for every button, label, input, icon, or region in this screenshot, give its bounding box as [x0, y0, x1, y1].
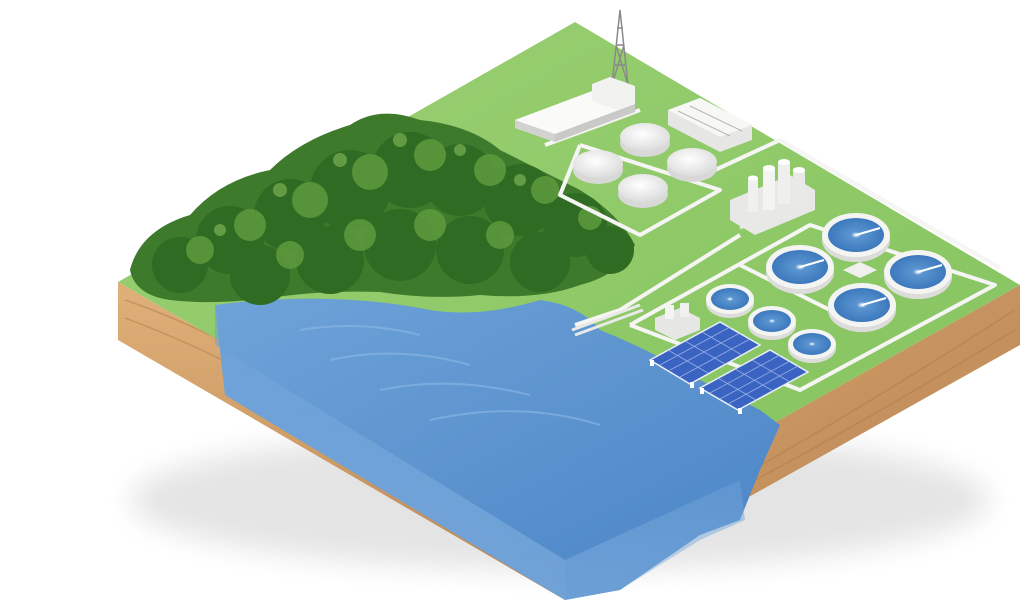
- lake: [215, 298, 780, 600]
- storage-tanks: [573, 123, 717, 208]
- control-building: [515, 77, 635, 142]
- transmission-tower: [611, 9, 629, 86]
- forest: [130, 113, 635, 305]
- pump-station: [655, 303, 700, 340]
- small-clarifiers: [706, 284, 836, 363]
- mechanical-unit: [668, 98, 752, 152]
- large-clarifiers: [766, 213, 952, 332]
- solar-array: [648, 321, 810, 414]
- outfall-pipes: [571, 218, 761, 337]
- chemical-silos: [730, 159, 815, 235]
